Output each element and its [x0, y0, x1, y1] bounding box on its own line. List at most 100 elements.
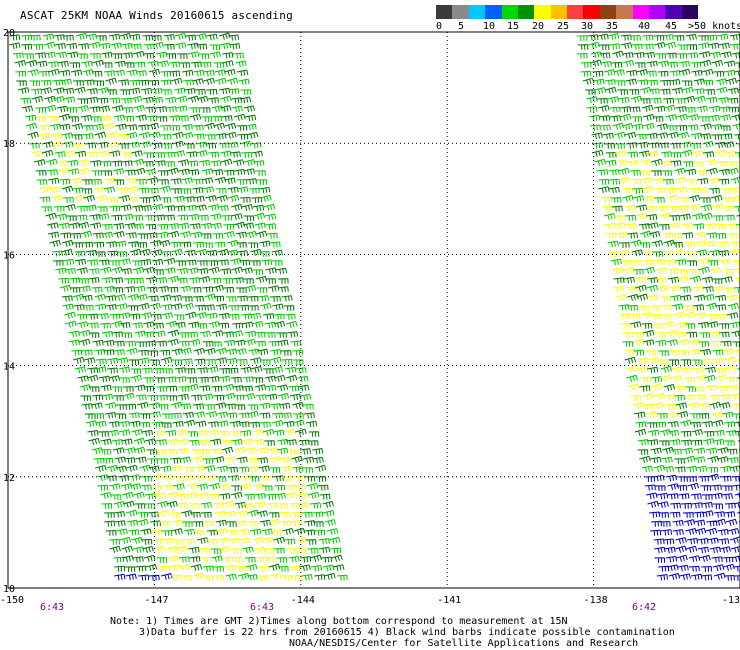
wind-barb [187, 267, 199, 275]
wind-barb [233, 168, 246, 176]
wind-barb [729, 241, 740, 248]
wind-barb [680, 367, 692, 374]
wind-barb [78, 329, 91, 337]
wind-barb [281, 476, 293, 482]
wind-barb [693, 223, 705, 230]
wind-barb [723, 60, 736, 68]
wind-barb [705, 302, 718, 310]
wind-barb [202, 575, 214, 581]
wind-barb [676, 53, 688, 59]
wind-barb [647, 357, 660, 365]
wind-barb [691, 359, 703, 365]
wind-barb [270, 530, 282, 536]
wind-barb [108, 421, 120, 428]
wind-barb [724, 575, 735, 581]
wind-barb [647, 277, 659, 284]
wind-barb [68, 116, 79, 122]
wind-barb [732, 402, 740, 410]
wind-barb [94, 251, 106, 257]
wind-barb [183, 466, 195, 473]
wind-barb [654, 546, 666, 554]
wind-barb [72, 242, 83, 248]
wind-barb [135, 456, 147, 464]
wind-barb [202, 242, 213, 248]
wind-barb [90, 116, 102, 122]
wind-barb [618, 97, 630, 104]
wind-barb [277, 503, 288, 509]
wind-barb [152, 41, 164, 49]
wind-barb [97, 213, 110, 221]
wind-barb [141, 429, 153, 437]
wind-barb [64, 311, 76, 319]
wind-barb [121, 52, 133, 59]
wind-barb [705, 159, 718, 167]
wind-barb [138, 574, 150, 581]
wind-barb [121, 545, 133, 553]
wind-barb [669, 70, 681, 77]
wind-barb [273, 374, 286, 382]
wind-barb [140, 204, 152, 212]
wind-barb [277, 286, 289, 293]
wind-barb [665, 474, 677, 482]
wind-barb [291, 511, 303, 518]
wind-barb [192, 295, 204, 302]
wind-barb [598, 105, 610, 112]
wind-barb [631, 43, 643, 50]
wind-barb [719, 125, 731, 131]
wind-barb [256, 510, 268, 518]
wind-barb [727, 384, 739, 392]
x-tick-label: -13 [722, 595, 740, 606]
wind-barb [633, 402, 645, 410]
wind-barb [268, 518, 281, 526]
wind-barb [252, 269, 264, 275]
wind-barb [284, 313, 296, 320]
wind-barb [252, 438, 265, 446]
wind-barb [242, 376, 254, 383]
wind-barb [235, 565, 247, 572]
wind-barb [90, 160, 102, 167]
wind-barb [175, 545, 188, 553]
wind-barb [171, 348, 183, 356]
wind-barb [669, 142, 681, 149]
wind-barb [179, 231, 191, 239]
wind-barb [170, 294, 182, 302]
wind-barb [637, 439, 649, 446]
wind-barb [712, 286, 724, 293]
wind-barb [83, 357, 96, 365]
wind-barb [120, 152, 132, 158]
wind-barb [637, 366, 649, 374]
wind-barb [238, 528, 250, 536]
wind-barb [203, 122, 216, 130]
wind-barb [167, 286, 179, 293]
wind-barb [194, 88, 206, 95]
wind-barb [118, 195, 131, 202]
wind-barb [36, 60, 48, 68]
wind-barb [176, 502, 188, 509]
wind-barb [293, 528, 306, 535]
wind-barb [699, 402, 711, 410]
x-tick-label: -150 [0, 595, 24, 606]
wind-barb [95, 420, 107, 428]
wind-barb [66, 215, 77, 221]
wind-barb [168, 115, 181, 122]
wind-barb [143, 152, 154, 159]
wind-barb [213, 122, 225, 130]
wind-barb [161, 530, 173, 536]
wind-barb [181, 521, 193, 528]
wind-barb [72, 143, 84, 149]
wind-barb [684, 107, 696, 113]
wind-barb [701, 420, 713, 428]
wind-barb [679, 573, 691, 581]
wind-barb [192, 456, 205, 464]
wind-barb [185, 34, 196, 41]
wind-barb [247, 305, 259, 311]
wind-barb [78, 338, 91, 346]
wind-barb [610, 258, 622, 266]
wind-barb [662, 466, 674, 473]
wind-barb [147, 122, 160, 130]
wind-barb [105, 77, 117, 85]
wind-barb [85, 249, 98, 257]
wind-barb [34, 52, 46, 59]
wind-barb [128, 87, 141, 95]
